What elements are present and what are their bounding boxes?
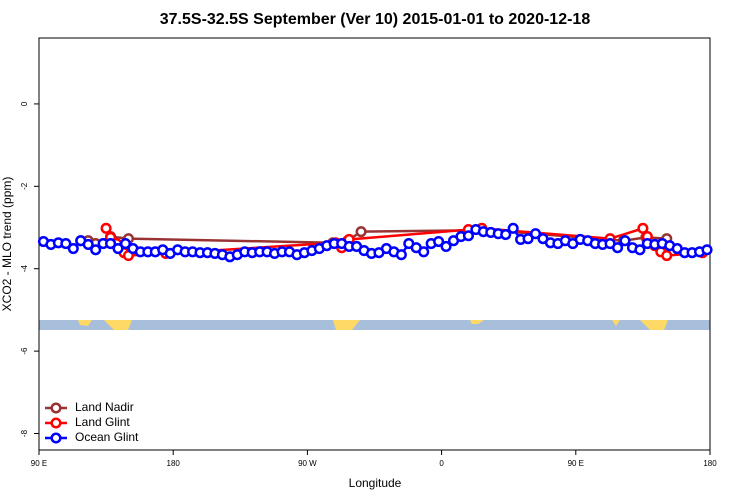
x-tick-label: 0 <box>439 459 444 468</box>
legend-label: Land Glint <box>75 415 130 429</box>
map-strip <box>39 320 710 330</box>
x-tick-label: 90 E <box>568 459 584 468</box>
y-tick-label: 0 <box>20 101 29 106</box>
data-point <box>67 242 79 255</box>
y-tick-label: -4 <box>20 265 29 273</box>
data-point <box>100 222 112 234</box>
legend-swatch-point <box>50 402 62 414</box>
legend-swatch-point <box>50 432 62 444</box>
data-point <box>395 249 407 261</box>
data-point <box>418 246 430 258</box>
legend-swatch-point <box>50 417 62 429</box>
legend-label: Ocean Glint <box>75 430 139 444</box>
data-point <box>637 222 649 234</box>
x-axis-label: Longitude <box>349 476 402 490</box>
data-point <box>60 238 72 250</box>
y-axis-label: XCO2 - MLO trend (ppm) <box>0 177 14 312</box>
chart-title: 37.5S-32.5S September (Ver 10) 2015-01-0… <box>160 11 591 28</box>
data-point <box>507 222 519 234</box>
data-point <box>105 238 117 250</box>
data-point <box>433 235 445 248</box>
data-point <box>612 242 624 254</box>
data-point <box>440 240 452 253</box>
data-point <box>529 228 542 240</box>
data-point <box>500 228 512 241</box>
legend-label: Land Nadir <box>75 400 134 414</box>
x-tick-label: 90 E <box>31 459 47 468</box>
data-point <box>634 244 646 256</box>
data-point <box>119 238 132 250</box>
y-tick-label: -8 <box>20 429 29 437</box>
data-point <box>619 235 631 247</box>
y-tick-label: -2 <box>20 182 29 190</box>
data-point <box>701 244 713 256</box>
data-point <box>522 233 534 245</box>
data-point <box>355 226 367 238</box>
x-tick-label: 90 W <box>298 459 317 468</box>
data-point <box>82 238 94 250</box>
x-tick-label: 180 <box>167 459 181 468</box>
data-point <box>90 244 102 256</box>
data-point <box>462 230 474 242</box>
y-tick-label: -6 <box>20 347 29 355</box>
data-point <box>112 242 124 255</box>
x-tick-label: 180 <box>703 459 717 468</box>
data-point <box>661 249 673 262</box>
